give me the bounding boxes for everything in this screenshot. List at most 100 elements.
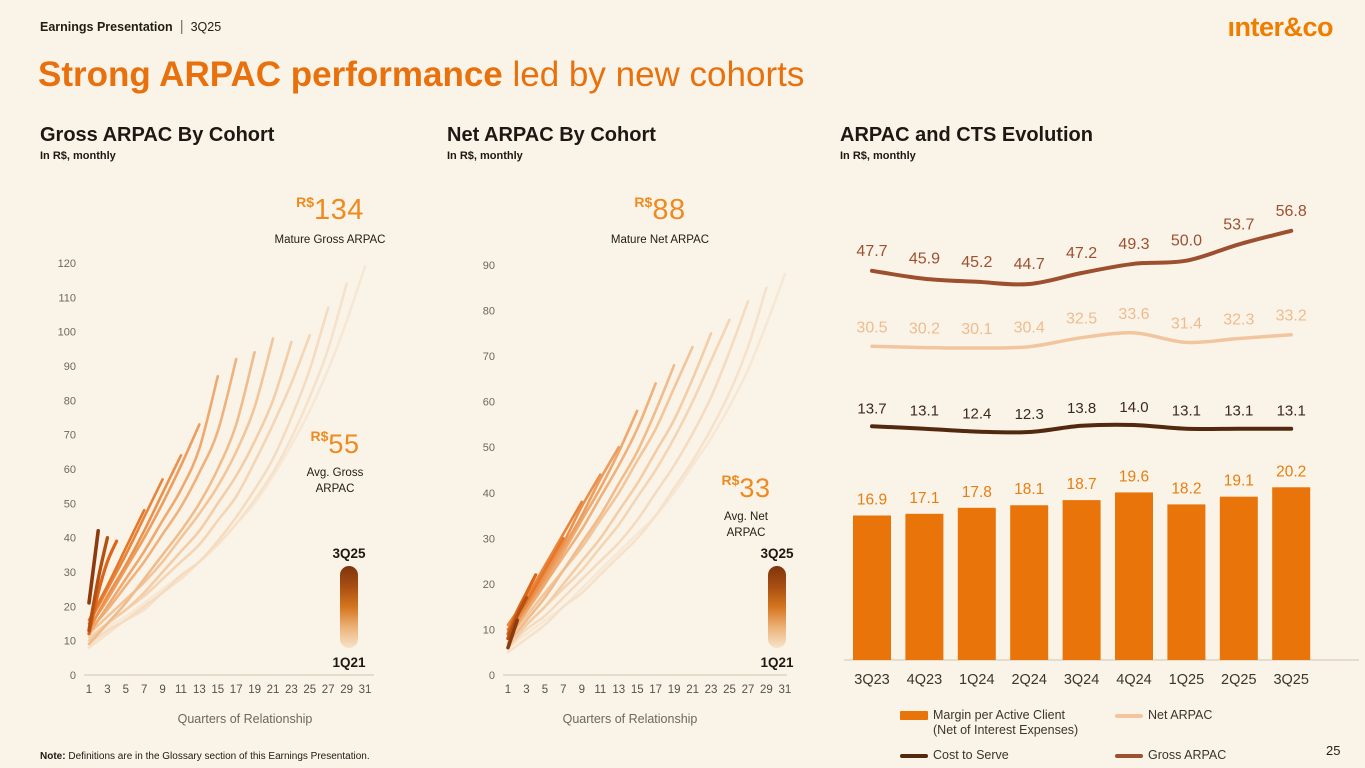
- line-value-label: 13.1: [1277, 403, 1306, 420]
- mature-net-arpac-value: R$88: [634, 194, 686, 226]
- y-tick-label: 110: [58, 292, 76, 304]
- x-tick-label: 17: [649, 684, 662, 696]
- y-tick-label: 60: [64, 464, 76, 476]
- bar: [1115, 492, 1153, 660]
- x-tick-label: 25: [303, 684, 316, 696]
- mature-net-arpac-annotation: R$88 Mature Net ARPAC: [580, 194, 740, 249]
- page-title: Strong ARPAC performance led by new coho…: [38, 55, 804, 95]
- legend-label-net-arpac: Net ARPAC: [1148, 708, 1213, 722]
- breadcrumb-title: Earnings Presentation: [40, 19, 173, 34]
- y-tick-label: 40: [483, 488, 495, 500]
- cohort-line: [506, 473, 602, 636]
- line-value-label: 33.6: [1118, 306, 1149, 323]
- bar: [957, 507, 996, 660]
- margin-bar-swatch: [900, 711, 928, 720]
- category-label: 3Q24: [1064, 672, 1099, 688]
- cohort-line: [87, 375, 220, 636]
- bar-value-label: 18.1: [1014, 481, 1044, 498]
- line-value-label: 13.1: [1224, 403, 1253, 420]
- bar: [1219, 496, 1258, 660]
- cohort-line: [506, 363, 676, 645]
- x-tick-label: 9: [579, 684, 585, 696]
- y-tick-label: 80: [64, 395, 76, 407]
- page-title-regular: led by new cohorts: [502, 55, 805, 94]
- y-tick-label: 20: [483, 579, 495, 591]
- bar-value-label: 18.2: [1171, 480, 1201, 497]
- category-label: 4Q23: [907, 672, 942, 688]
- breadcrumb: Earnings Presentation | 3Q25: [40, 18, 221, 35]
- line-value-label: 13.8: [1067, 400, 1096, 417]
- line-value-label: 32.3: [1223, 312, 1254, 329]
- mature-gross-arpac-annotation: R$134 Mature Gross ARPAC: [250, 194, 410, 249]
- x-tick-label: 31: [359, 684, 372, 696]
- category-label: 1Q25: [1169, 672, 1204, 688]
- gross-arpac-line-swatch: [1115, 753, 1143, 758]
- page-number: 25: [1326, 743, 1341, 758]
- x-tick-label: 25: [723, 684, 736, 696]
- line-value-label: 33.2: [1276, 308, 1307, 325]
- cohort-colorbar-2: [768, 566, 786, 648]
- legend-label-gross-arpac: Gross ARPAC: [1148, 747, 1227, 762]
- x-tick-label: 15: [211, 684, 224, 696]
- line-value-label: 47.2: [1066, 245, 1097, 262]
- cohort-line: [506, 272, 787, 649]
- x-tick-label: 13: [612, 684, 625, 696]
- x-tick-label: 11: [594, 684, 606, 696]
- x-tick-label: 21: [686, 684, 699, 696]
- cohort-line: [506, 409, 639, 640]
- cohort-line: [506, 573, 538, 636]
- x-tick-label: 11: [175, 684, 187, 696]
- y-tick-label: 0: [70, 670, 76, 682]
- category-label: 3Q25: [1273, 672, 1308, 688]
- breadcrumb-quarter: 3Q25: [190, 19, 222, 34]
- avg-gross-arpac-annotation: R$55 Avg. Gross ARPAC: [265, 428, 405, 497]
- x-tick-label: 5: [123, 684, 129, 696]
- y-tick-label: 30: [64, 567, 76, 579]
- line-value-label: 56.8: [1276, 203, 1307, 220]
- category-label: 3Q23: [854, 672, 889, 688]
- line-value-label: 49.3: [1118, 236, 1149, 253]
- bar-value-label: 16.9: [857, 492, 887, 509]
- line-value-label: 44.7: [1014, 256, 1045, 273]
- x-tick-label: 3: [104, 684, 110, 696]
- line-value-label: 45.9: [909, 251, 940, 268]
- y-tick-label: 100: [58, 327, 76, 339]
- inter-co-logo: ınter&co: [1227, 12, 1333, 42]
- x-tick-label: 1: [505, 684, 511, 696]
- page-title-bold: Strong ARPAC performance: [38, 55, 503, 94]
- avg-gross-arpac-value: R$55: [310, 428, 360, 459]
- net-arpac-line-swatch: [1115, 714, 1143, 718]
- x-tick-label: 13: [193, 684, 206, 696]
- bar: [1010, 505, 1049, 660]
- mature-gross-arpac-value: R$134: [296, 194, 364, 226]
- cohort-line: [506, 618, 520, 650]
- y-tick-label: 50: [483, 442, 495, 454]
- x-tick-label: 23: [705, 684, 718, 696]
- line-value-label: 30.4: [1014, 320, 1045, 337]
- y-tick-label: 0: [489, 670, 495, 682]
- y-tick-label: 90: [64, 361, 76, 373]
- line-value-label: 53.7: [1223, 216, 1254, 233]
- bar: [853, 515, 891, 660]
- x-tick-label: 19: [668, 684, 681, 696]
- series-line: [870, 422, 1294, 435]
- x-tick-label: 27: [742, 684, 755, 696]
- y-tick-label: 50: [64, 498, 76, 510]
- y-tick-label: 10: [483, 624, 495, 636]
- x-tick-label: 7: [560, 684, 566, 696]
- arpac-cts-evolution-chart: 16.9 17.1 17.8 18.1 18.7 19.6 18.2 19.1 20.2 3Q23…: [844, 203, 1359, 688]
- bar: [905, 513, 944, 660]
- line-value-label: 31.4: [1171, 315, 1202, 332]
- chart3-legend: Margin per Active Client (Net of Interest…: [900, 708, 1360, 763]
- mature-gross-arpac-label: Mature Gross ARPAC: [274, 234, 386, 246]
- cohort-line: [506, 345, 694, 640]
- cohort-line: [87, 529, 100, 605]
- x-tick-label: 29: [760, 684, 773, 696]
- line-value-label: 30.1: [961, 321, 992, 338]
- y-tick-label: 20: [64, 601, 76, 613]
- y-tick-label: 10: [64, 636, 76, 648]
- category-label: 1Q24: [959, 672, 994, 688]
- bar-value-label: 19.6: [1119, 468, 1149, 485]
- line-value-label: 13.1: [910, 403, 939, 420]
- x-tick-label: 17: [230, 684, 243, 696]
